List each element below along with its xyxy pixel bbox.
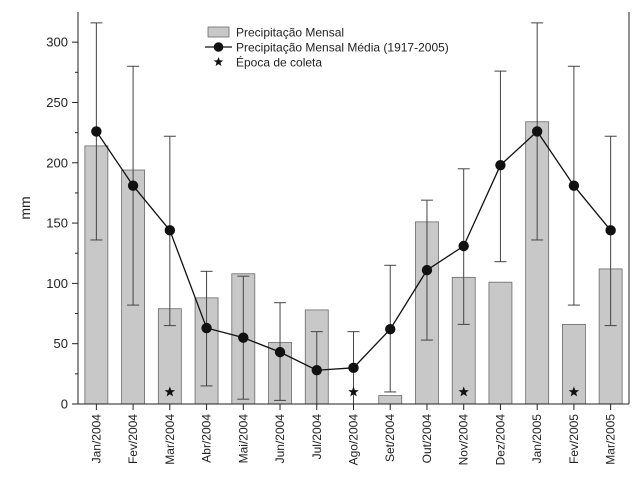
x-tick-label: Fev/2004 — [126, 414, 140, 464]
x-tick-label: Mai/2004 — [236, 414, 250, 464]
collection-marker-Nov/2004 — [458, 386, 469, 397]
x-tick-label: Abr/2004 — [200, 414, 214, 463]
average-point-Fev/2005 — [568, 180, 580, 191]
x-tick-label: Dez/2004 — [493, 414, 507, 466]
legend-point-swatch — [213, 42, 224, 52]
x-tick-label: Fev/2005 — [567, 414, 581, 464]
y-tick-label: 250 — [46, 95, 68, 110]
average-point-Mar/2005 — [605, 225, 616, 236]
average-point-Nov/2004 — [458, 240, 469, 252]
y-tick-label: 50 — [54, 336, 68, 351]
x-tick-label: Ago/2004 — [347, 414, 361, 466]
x-tick-label: Mar/2004 — [163, 414, 177, 465]
x-tick-label: Jul/2004 — [310, 414, 324, 460]
y-tick-label: 0 — [61, 397, 68, 412]
x-tick-label: Jan/2004 — [89, 414, 103, 464]
collection-markers-layer — [164, 386, 580, 397]
collection-marker-Mar/2004 — [164, 386, 176, 397]
y-tick-label: 200 — [46, 155, 68, 170]
average-point-Jan/2004 — [91, 126, 102, 137]
average-point-Mar/2004 — [164, 225, 176, 236]
x-tick-label: Out/2004 — [420, 414, 434, 464]
average-point-Jun/2004 — [274, 346, 286, 358]
x-tick-label: Set/2004 — [383, 414, 397, 462]
y-tick-label: 100 — [46, 276, 68, 291]
average-point-Out/2004 — [421, 264, 433, 276]
x-tick-label: Nov/2004 — [457, 414, 471, 466]
bar-Set/2004 — [378, 395, 403, 405]
legend-label-marker: Época de coleta — [236, 55, 322, 70]
axes-layer: 0 50 100 150 200 250 300 mm Jan/2004 Fev/2004 Mar/… — [17, 12, 630, 466]
average-point-Jan/2005 — [531, 126, 543, 137]
x-tick-label: Jan/2005 — [530, 414, 544, 464]
legend-label-bar: Precipitação Mensal — [236, 26, 344, 40]
y-tick-label: 300 — [46, 35, 68, 50]
legend-label-line: Precipitação Mensal Média (1917-2005) — [236, 41, 449, 55]
y-tick-label: 150 — [46, 216, 68, 231]
x-tick-label: Mar/2005 — [604, 414, 618, 465]
collection-marker-Ago/2004 — [348, 386, 359, 397]
average-point-Dez/2004 — [495, 159, 506, 171]
y-axis-label: mm — [17, 196, 33, 219]
average-point-Ago/2004 — [348, 362, 359, 374]
legend-bar-swatch — [207, 26, 230, 38]
average-point-Jul/2004 — [311, 365, 322, 376]
legend-star-icon — [213, 57, 224, 67]
bar-Dez/2004 — [488, 281, 513, 405]
average-line-layer — [91, 126, 616, 376]
average-point-Set/2004 — [385, 324, 396, 335]
average-point-Mai/2004 — [238, 332, 249, 343]
collection-marker-Fev/2005 — [568, 386, 580, 397]
average-point-Fev/2004 — [127, 180, 139, 191]
x-tick-label: Jun/2004 — [273, 414, 287, 464]
average-point-Abr/2004 — [201, 322, 212, 334]
